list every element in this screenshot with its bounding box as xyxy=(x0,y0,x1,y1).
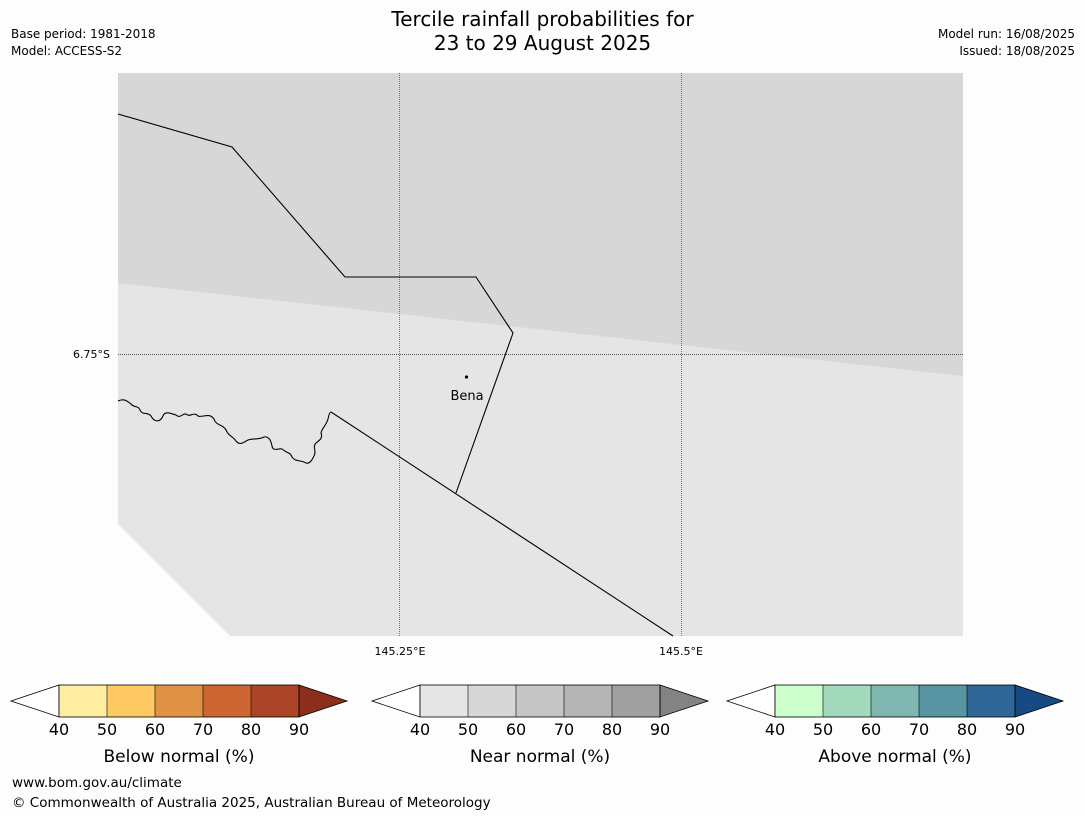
colorbar-below-normal xyxy=(9,684,349,718)
colorbar-near-frame xyxy=(419,684,661,718)
model-run: Model run: 16/08/2025 xyxy=(937,27,1075,41)
colorbar-near-segment-70-80 xyxy=(564,685,612,717)
colorbar-near-label: Near normal (%) xyxy=(470,747,610,767)
title-line-1: Tercile rainfall probabilities for xyxy=(391,7,694,31)
cb-above-tick-60: 60 xyxy=(861,720,881,739)
footer-url: www.bom.gov.au/climate xyxy=(12,775,182,791)
colorbar-above-segment-50-60 xyxy=(823,685,871,717)
cb-near-tick-60: 60 xyxy=(506,720,526,739)
province-boundary xyxy=(330,411,674,637)
colorbar-above-normal xyxy=(725,684,1065,718)
colorbar-below-segment-40-50 xyxy=(59,685,107,717)
colorbar-near-segment-60-70 xyxy=(516,685,564,717)
cb-below-tick-70: 70 xyxy=(193,720,213,739)
base-period: Base period: 1981-2018 xyxy=(11,27,156,41)
cb-below-tick-90: 90 xyxy=(289,720,309,739)
river-line xyxy=(117,399,332,464)
colorbar-below-frame xyxy=(58,684,300,718)
cb-near-tick-80: 80 xyxy=(602,720,622,739)
region-near-normal-50-60 xyxy=(118,73,963,376)
cb-above-tick-40: 40 xyxy=(765,720,785,739)
cb-below-tick-50: 50 xyxy=(97,720,117,739)
cb-below-tick-80: 80 xyxy=(241,720,261,739)
cb-below-tick-40: 40 xyxy=(49,720,69,739)
colorbar-above-segment-80-90 xyxy=(967,685,1015,717)
model-name: Model: ACCESS-S2 xyxy=(11,44,123,58)
colorbar-below-segment-60-70 xyxy=(155,685,203,717)
colorbar-below-segment-50-60 xyxy=(107,685,155,717)
longitude-label-145.25: 145.25°E xyxy=(375,645,426,658)
cb-above-tick-70: 70 xyxy=(909,720,929,739)
colorbar-above-label: Above normal (%) xyxy=(818,747,971,767)
meta-left: Base period: 1981-2018 Model: ACCESS-S2 xyxy=(11,26,156,60)
province-boundary xyxy=(117,113,514,494)
chart-title: Tercile rainfall probabilities for 23 to… xyxy=(0,7,1085,55)
cb-above-tick-50: 50 xyxy=(813,720,833,739)
title-line-2: 23 to 29 August 2025 xyxy=(433,31,652,55)
colorbar-near-segment-40-50 xyxy=(420,685,468,717)
footer-copyright: © Commonwealth of Australia 2025, Austra… xyxy=(12,795,491,811)
place-label-bena: Bena xyxy=(450,389,483,404)
bena-location-dot xyxy=(464,375,469,379)
colorbar-near-normal xyxy=(370,684,710,718)
cb-near-tick-90: 90 xyxy=(650,720,670,739)
colorbar-above-frame xyxy=(774,684,1016,718)
colorbar-below-upper-extension xyxy=(298,684,349,718)
cb-near-tick-70: 70 xyxy=(554,720,574,739)
colorbar-above-segment-60-70 xyxy=(871,685,919,717)
cb-near-tick-40: 40 xyxy=(410,720,430,739)
cb-above-tick-90: 90 xyxy=(1005,720,1025,739)
colorbar-below-segment-70-80 xyxy=(203,685,251,717)
colorbar-below-label: Below normal (%) xyxy=(104,747,255,767)
meta-right: Model run: 16/08/2025 Issued: 18/08/2025 xyxy=(938,26,1075,60)
colorbar-near-segment-80-90 xyxy=(612,685,660,717)
colorbar-near-lower-extension xyxy=(370,684,421,718)
colorbar-near-upper-extension xyxy=(659,684,710,718)
issued-date: Issued: 18/08/2025 xyxy=(959,44,1075,58)
colorbar-near-segment-50-60 xyxy=(468,685,516,717)
longitude-label-145.5: 145.5°E xyxy=(659,645,703,658)
colorbar-above-segment-70-80 xyxy=(919,685,967,717)
cb-above-tick-80: 80 xyxy=(957,720,977,739)
cb-near-tick-50: 50 xyxy=(458,720,478,739)
colorbar-above-segment-40-50 xyxy=(775,685,823,717)
colorbar-below-lower-extension xyxy=(9,684,60,718)
cb-below-tick-60: 60 xyxy=(145,720,165,739)
colorbar-below-segment-80-90 xyxy=(251,685,299,717)
latitude-label: 6.75°S xyxy=(73,348,110,361)
colorbar-above-lower-extension xyxy=(725,684,776,718)
colorbar-above-upper-extension xyxy=(1014,684,1065,718)
